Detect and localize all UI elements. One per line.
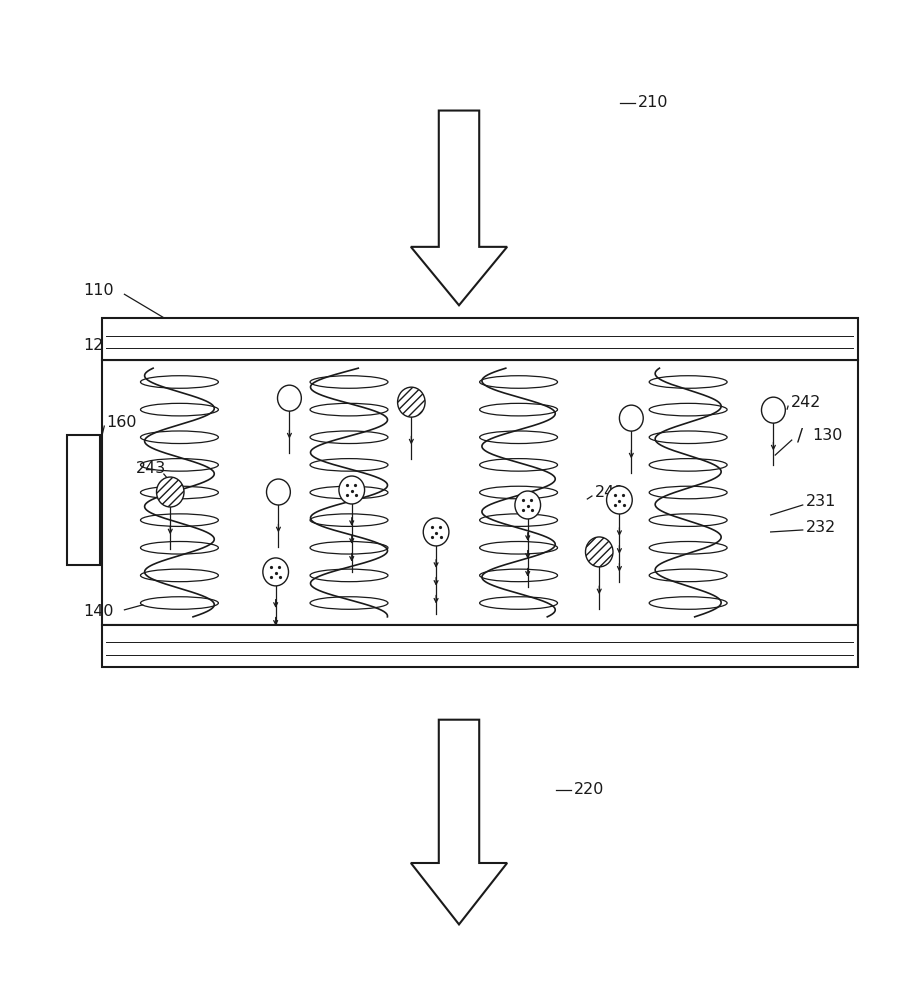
Circle shape	[423, 518, 449, 546]
Bar	[102, 625, 857, 667]
Text: 140: 140	[84, 604, 114, 619]
Text: 243: 243	[137, 461, 166, 476]
Circle shape	[620, 405, 644, 431]
Polygon shape	[411, 111, 507, 305]
Text: 242: 242	[790, 395, 822, 410]
Bar	[67, 435, 100, 565]
Text: 231: 231	[805, 494, 836, 509]
Circle shape	[586, 537, 613, 567]
Circle shape	[277, 385, 301, 411]
Circle shape	[515, 491, 541, 519]
Text: 120: 120	[84, 338, 114, 353]
Text: 210: 210	[638, 95, 668, 110]
Bar	[102, 360, 857, 625]
Text: 160: 160	[106, 415, 137, 430]
Text: 220: 220	[574, 782, 604, 797]
Text: /: /	[797, 426, 803, 444]
Text: 232: 232	[805, 520, 835, 535]
Circle shape	[266, 479, 290, 505]
Circle shape	[156, 477, 184, 507]
Circle shape	[263, 558, 288, 586]
Circle shape	[762, 397, 785, 423]
Text: 110: 110	[84, 283, 114, 298]
Text: 150: 150	[143, 634, 174, 649]
Text: 130: 130	[812, 428, 843, 443]
Text: 241: 241	[595, 485, 625, 500]
Polygon shape	[411, 720, 507, 924]
Circle shape	[397, 387, 425, 417]
Circle shape	[607, 486, 633, 514]
Bar	[102, 318, 857, 360]
Circle shape	[339, 476, 364, 504]
